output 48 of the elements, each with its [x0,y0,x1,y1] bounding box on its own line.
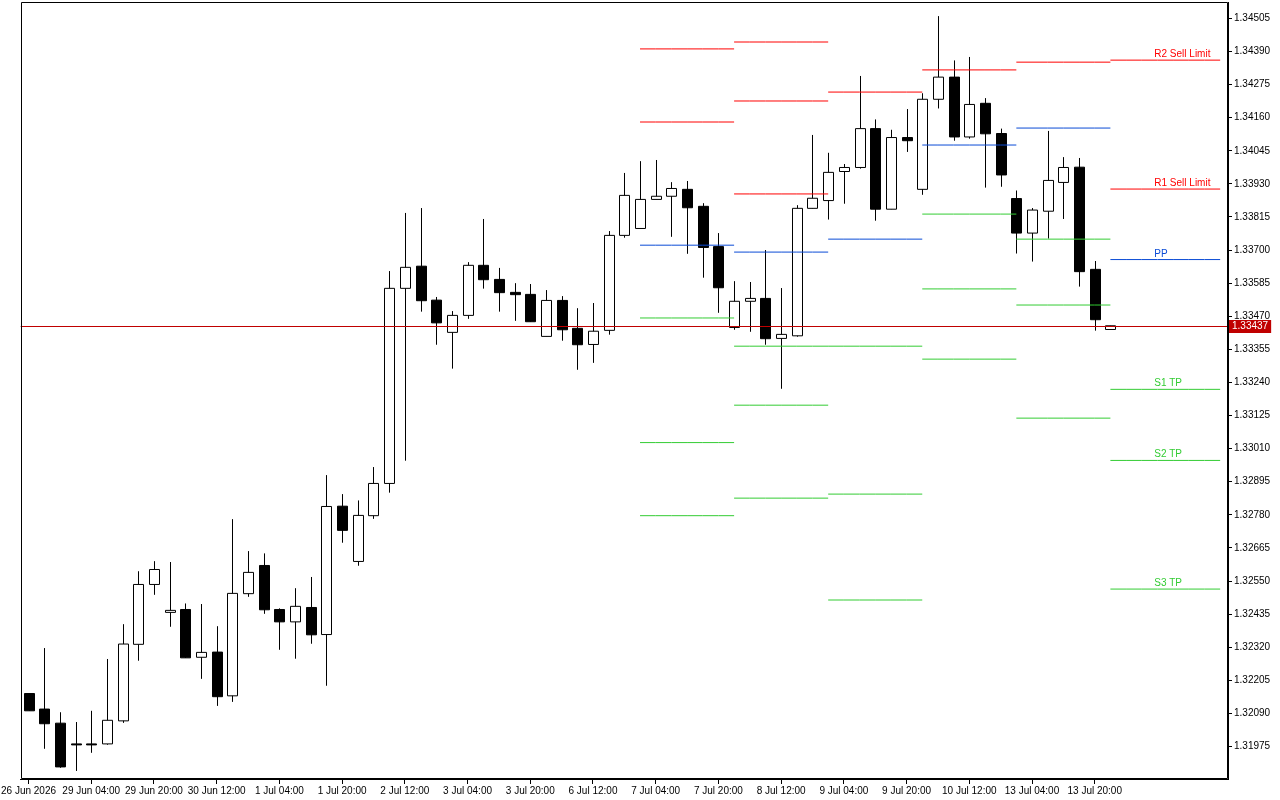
y-tick-label: 1.32895 [1234,475,1271,487]
y-tick-label: 1.33470 [1234,310,1271,321]
ref-line-label: 1.33437 [1232,320,1269,332]
y-tick-label: 1.32320 [1234,640,1271,652]
series-label: S1 TP [1154,377,1183,389]
x-tick-label: 3 Jul 04:00 [443,784,493,796]
series-label: S3 TP [1154,577,1183,589]
x-tick-label: 29 Jun 04:00 [62,784,121,796]
x-tick-label: 3 Jul 20:00 [505,784,556,796]
x-tick-label: 8 Jul 12:00 [756,784,807,796]
x-tick-label: 6 Jul 12:00 [568,784,618,796]
y-tick-label: 1.33355 [1234,343,1271,355]
x-tick-label: 9 Jul 04:00 [819,784,869,796]
series-label: S2 TP [1154,448,1183,460]
x-tick-label: 1 Jul 04:00 [254,784,305,796]
x-tick-label: 26 Jun 2026 [1,784,57,796]
x-tick-label: 13 Jul 04:00 [1004,784,1060,796]
y-tick-label: 1.34275 [1234,78,1271,90]
x-tick-label: 29 Jun 20:00 [125,784,184,796]
y-tick-label: 1.34045 [1234,144,1271,156]
y-tick-label: 1.34390 [1234,45,1271,57]
y-tick-label: 1.32665 [1234,541,1271,553]
y-tick-label: 1.33930 [1234,177,1271,189]
y-tick-label: 1.32435 [1234,607,1271,619]
series-label: R1 Sell Limit [1154,177,1211,189]
x-tick-label: 10 Jul 12:00 [942,784,997,796]
x-tick-label: 13 Jul 20:00 [1067,784,1123,796]
y-tick-label: 1.32205 [1234,674,1271,686]
y-tick-label: 1.33125 [1234,409,1271,421]
y-tick-label: 1.33010 [1234,442,1271,454]
x-tick-label: 1 Jul 20:00 [317,784,368,796]
x-tick-label: 7 Jul 04:00 [631,784,681,796]
y-tick-label: 1.33815 [1234,210,1271,222]
y-tick-label: 1.34505 [1234,12,1271,24]
x-tick-label: 30 Jun 12:00 [187,784,247,796]
y-tick-label: 1.32780 [1234,508,1271,520]
y-tick-label: 1.32090 [1234,707,1271,719]
series-label: PP [1154,247,1168,259]
y-tick-label: 1.33585 [1234,276,1271,288]
y-tick-label: 1.33240 [1234,376,1271,388]
x-tick-label: 2 Jul 12:00 [380,784,430,796]
x-tick-label: 7 Jul 20:00 [693,784,744,796]
y-tick-label: 1.33700 [1234,243,1271,255]
y-tick-label: 1.31975 [1234,740,1271,752]
y-tick-label: 1.32550 [1234,574,1271,586]
series-label: R2 Sell Limit [1154,48,1211,60]
y-tick-label: 1.34160 [1234,111,1271,123]
x-tick-label: 9 Jul 20:00 [882,784,932,796]
